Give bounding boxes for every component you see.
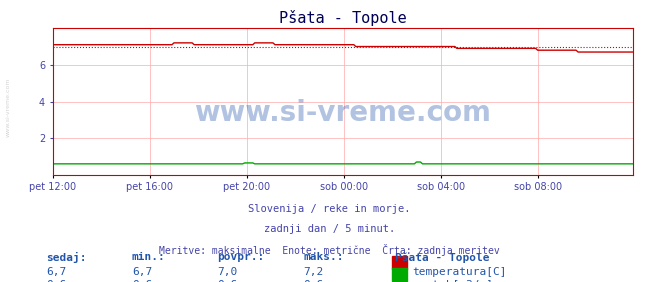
- Bar: [392, 256, 407, 269]
- Text: temperatura[C]: temperatura[C]: [412, 267, 506, 277]
- Text: www.si-vreme.com: www.si-vreme.com: [194, 99, 491, 127]
- Text: min.:: min.:: [132, 252, 165, 262]
- Text: 6,7: 6,7: [46, 267, 67, 277]
- Text: povpr.:: povpr.:: [217, 252, 265, 262]
- Text: 6,7: 6,7: [132, 267, 152, 277]
- Text: Slovenija / reke in morje.: Slovenija / reke in morje.: [248, 204, 411, 214]
- Text: 7,0: 7,0: [217, 267, 238, 277]
- Text: 0,6: 0,6: [303, 280, 324, 282]
- Text: zadnji dan / 5 minut.: zadnji dan / 5 minut.: [264, 224, 395, 234]
- Text: 7,2: 7,2: [303, 267, 324, 277]
- Bar: [392, 268, 407, 281]
- Text: pretok[m3/s]: pretok[m3/s]: [412, 280, 493, 282]
- Text: 0,6: 0,6: [217, 280, 238, 282]
- Text: 0,6: 0,6: [132, 280, 152, 282]
- Text: www.si-vreme.com: www.si-vreme.com: [5, 78, 11, 137]
- Text: Meritve: maksimalne  Enote: metrične  Črta: zadnja meritev: Meritve: maksimalne Enote: metrične Črta…: [159, 244, 500, 256]
- Text: 0,6: 0,6: [46, 280, 67, 282]
- Text: sedaj:: sedaj:: [46, 252, 86, 263]
- Text: maks.:: maks.:: [303, 252, 343, 262]
- Text: Pšata - Topole: Pšata - Topole: [395, 252, 490, 263]
- Title: Pšata - Topole: Pšata - Topole: [279, 10, 407, 26]
